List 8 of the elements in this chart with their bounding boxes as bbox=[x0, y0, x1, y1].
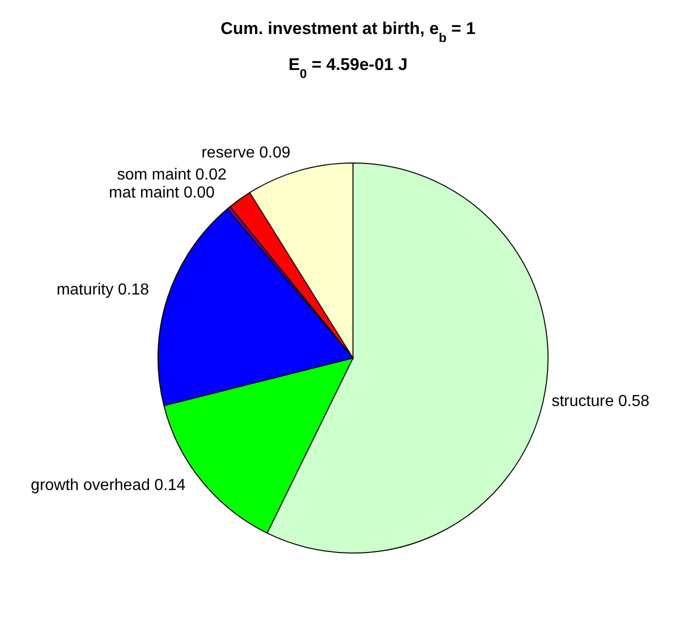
chart-title: Cum. investment at birth, e$_{b}$ = 1 bbox=[220, 19, 476, 44]
chart-subtitle: E$_{0}$ = 4.59e-01 J bbox=[288, 55, 408, 80]
slice-label: structure 0.58 bbox=[552, 392, 650, 410]
slice-label: growth overhead 0.14 bbox=[30, 477, 186, 494]
slice-label: mat maint 0.00 bbox=[108, 184, 215, 202]
slice-label: maturity 0.18 bbox=[56, 282, 150, 299]
slice-label: som maint 0.02 bbox=[117, 166, 227, 184]
slice-label: reserve 0.09 bbox=[201, 144, 291, 162]
